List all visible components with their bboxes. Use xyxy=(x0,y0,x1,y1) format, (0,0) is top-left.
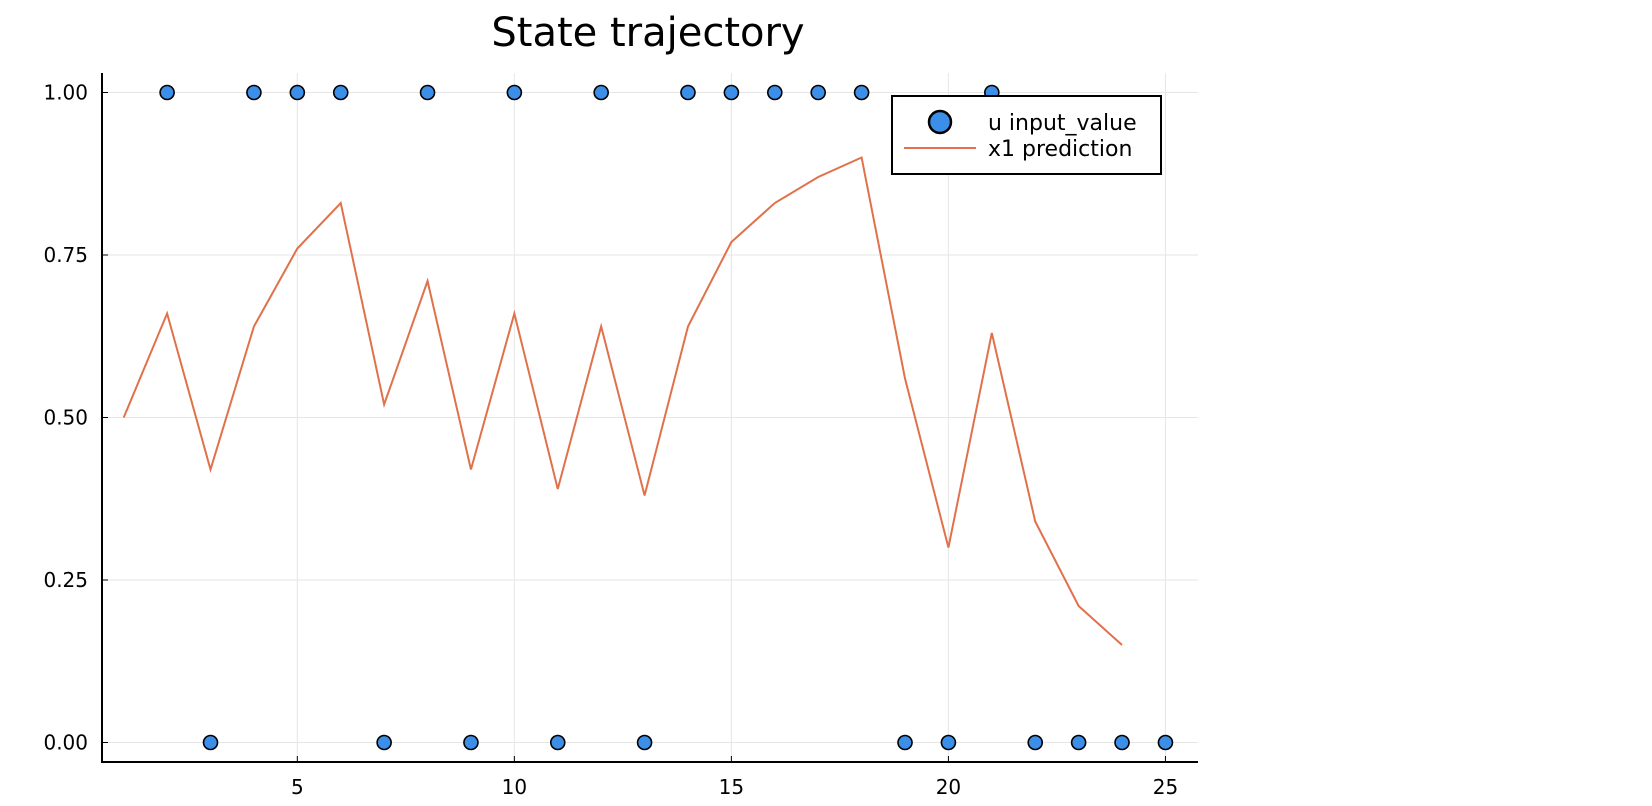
u-input-value-point xyxy=(246,84,262,101)
u-input-value-point xyxy=(332,84,349,101)
u-input-value-point xyxy=(940,734,957,751)
u-input-value-point xyxy=(680,84,696,101)
u-input-value-point xyxy=(419,84,436,101)
u-input-value-point xyxy=(289,84,306,101)
u-input-value-point xyxy=(1114,734,1130,751)
u-input-value-point xyxy=(853,84,870,101)
chart-title: State trajectory xyxy=(491,10,804,56)
u-input-value-point xyxy=(810,84,826,101)
u-input-value-point xyxy=(549,734,566,751)
u-input-value-point xyxy=(636,734,653,751)
y-tick-label: 0.00 xyxy=(43,731,88,755)
x-tick-label: 5 xyxy=(291,775,304,799)
u-input-value-point xyxy=(723,84,740,101)
x-tick-label: 10 xyxy=(502,775,527,799)
y-tick-label: 0.25 xyxy=(43,568,88,592)
series xyxy=(122,84,1174,751)
grid xyxy=(102,73,1198,762)
x-tick-label: 25 xyxy=(1153,775,1178,799)
y-tick-label: 0.75 xyxy=(43,243,88,267)
u-input-value-point xyxy=(159,84,175,101)
legend-marker-u-input-value xyxy=(927,109,953,135)
y-tick-label: 1.00 xyxy=(43,81,88,105)
u-input-value-point xyxy=(506,84,523,101)
u-input-value-point xyxy=(1070,734,1087,751)
u-input-value-point xyxy=(1157,734,1174,751)
x-tick-label: 15 xyxy=(719,775,744,799)
x1-prediction-line xyxy=(122,156,1123,646)
legend-box xyxy=(891,95,1162,175)
u-input-value-point xyxy=(897,734,913,751)
u-input-value-point xyxy=(766,84,783,101)
legend: u input_value x1 prediction xyxy=(891,95,1162,175)
u-input-value-point xyxy=(463,734,479,751)
u-input-value-point xyxy=(376,734,392,751)
u-input-value-point xyxy=(593,84,609,101)
tick-labels: 5 10 15 20 25 0.00 0.25 0.50 0.75 1.00 xyxy=(43,81,1178,800)
legend-label-x1-prediction: x1 prediction xyxy=(988,137,1132,162)
u-input-value-point xyxy=(1027,734,1044,751)
x-tick-label: 20 xyxy=(936,775,961,799)
y-tick-label: 0.50 xyxy=(43,406,88,430)
legend-label-u-input-value: u input_value xyxy=(988,111,1137,136)
u-input-value-point xyxy=(202,734,219,751)
